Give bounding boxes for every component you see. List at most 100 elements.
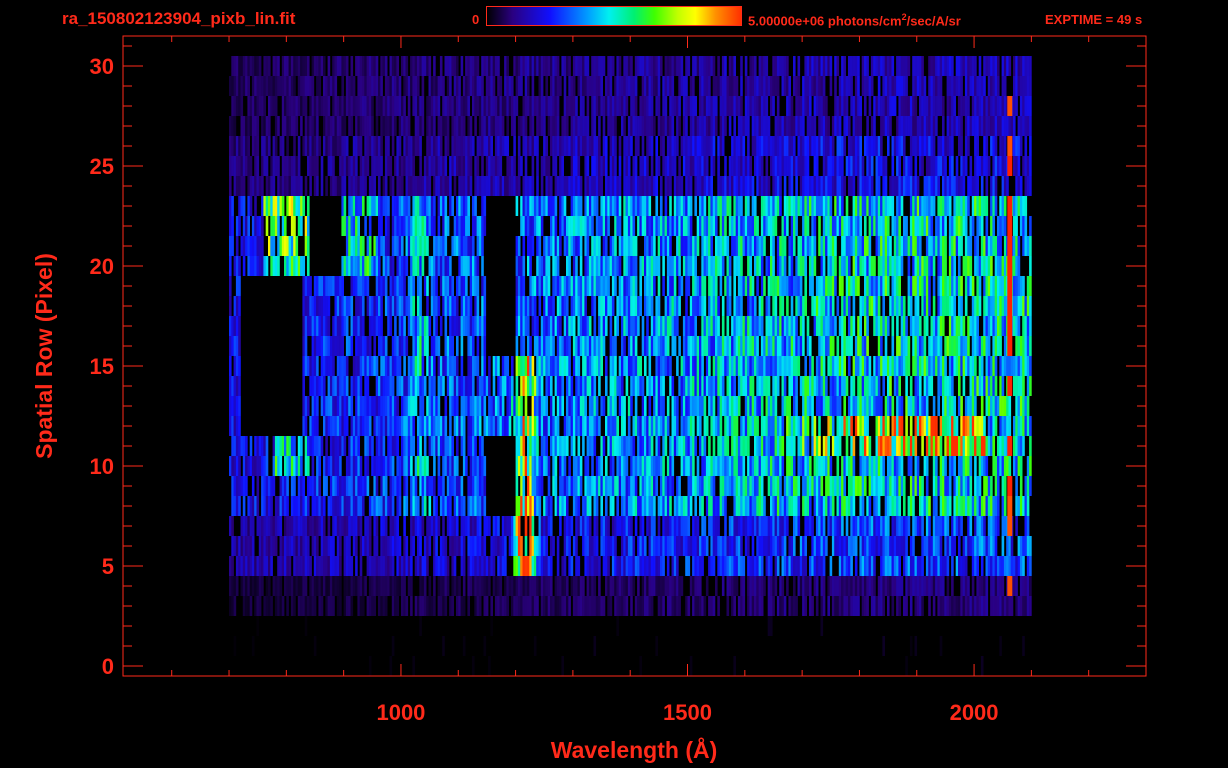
heatmap-cell — [593, 316, 597, 336]
heatmap-cell — [728, 556, 732, 576]
heatmap-cell — [579, 376, 583, 396]
heatmap-cell — [932, 316, 936, 336]
heatmap-cell — [494, 596, 498, 616]
heatmap-cell — [600, 396, 603, 416]
heatmap-cell — [561, 296, 564, 316]
heatmap-cell — [368, 516, 372, 536]
heatmap-cell — [543, 356, 546, 376]
heatmap-cell — [971, 416, 975, 436]
heatmap-cell — [345, 476, 349, 496]
heatmap-cell — [501, 376, 505, 396]
heatmap-cell — [898, 456, 901, 476]
heatmap-cell — [336, 376, 340, 396]
heatmap-cell — [504, 356, 507, 376]
heatmap-cell — [893, 456, 897, 476]
heatmap-cell — [391, 456, 395, 476]
heatmap-cell — [754, 516, 757, 536]
heatmap-cell — [444, 596, 448, 616]
heatmap-cell — [891, 456, 895, 476]
heatmap-cell — [311, 536, 315, 556]
heatmap-cell — [494, 396, 498, 416]
heatmap-cell — [740, 476, 743, 496]
heatmap-cell — [405, 496, 409, 516]
heatmap-cell — [401, 376, 404, 396]
heatmap-cell — [742, 436, 746, 456]
heatmap-cell — [421, 316, 425, 336]
heatmap-cell — [735, 256, 739, 276]
heatmap-cell — [300, 456, 303, 476]
heatmap-cell — [593, 516, 597, 536]
heatmap-cell — [412, 276, 415, 296]
heatmap-cell — [451, 356, 454, 376]
heatmap-cell — [724, 496, 727, 516]
heatmap-cell — [726, 536, 730, 556]
heatmap-cell — [401, 596, 404, 616]
heatmap-cell — [531, 436, 535, 456]
heatmap-cell — [985, 336, 989, 356]
heatmap-cell — [763, 576, 766, 596]
heatmap-cell — [554, 436, 558, 456]
heatmap-cell — [797, 336, 801, 356]
heatmap-cell — [682, 496, 686, 516]
heatmap-cell — [776, 356, 780, 376]
heatmap-cell — [577, 316, 581, 336]
heatmap-cell — [600, 336, 603, 356]
heatmap-cell — [550, 356, 553, 376]
heatmap-cell — [403, 536, 406, 556]
heatmap-cell — [873, 276, 876, 296]
heatmap-cell — [566, 576, 569, 596]
heatmap-cell — [781, 276, 785, 296]
heatmap-cell — [531, 476, 535, 496]
heatmap-cell — [712, 556, 716, 576]
heatmap-cell — [770, 336, 773, 356]
heatmap-cell — [662, 476, 665, 496]
heatmap-cell — [997, 276, 1000, 296]
heatmap-cell — [754, 416, 757, 436]
heatmap-cell — [325, 416, 328, 436]
heatmap-cell — [517, 256, 521, 276]
heatmap-cell — [983, 576, 986, 596]
heatmap-cell — [889, 476, 892, 496]
heatmap-cell — [444, 356, 448, 376]
heatmap-cell — [368, 596, 372, 616]
heatmap-cell — [955, 356, 959, 376]
heatmap-cell — [721, 476, 725, 496]
heatmap-cell — [290, 476, 294, 496]
heatmap-cell — [925, 436, 929, 456]
heatmap-cell — [893, 496, 897, 516]
heatmap-cell — [802, 576, 805, 596]
heatmap-cell — [962, 336, 966, 356]
heatmap-cell — [914, 556, 918, 576]
heatmap-cell — [329, 576, 333, 596]
heatmap-cell — [758, 296, 762, 316]
heatmap-cell — [662, 336, 665, 356]
heatmap-cell — [692, 276, 695, 296]
heatmap-cell — [850, 336, 853, 356]
heatmap-cell — [715, 276, 718, 296]
heatmap-cell — [437, 436, 441, 456]
heatmap-cell — [687, 336, 691, 356]
heatmap-cell — [912, 276, 915, 296]
heatmap-cell — [928, 436, 931, 456]
heatmap-cell — [760, 596, 764, 616]
heatmap-cell — [687, 556, 691, 576]
heatmap-cell — [284, 516, 287, 536]
heatmap-cell — [905, 316, 908, 336]
heatmap-cell — [925, 456, 929, 476]
heatmap-cell — [261, 576, 264, 596]
heatmap-cell — [866, 456, 869, 476]
heatmap-cell — [261, 516, 264, 536]
heatmap-cell — [559, 456, 562, 476]
heatmap-cell — [696, 456, 700, 476]
heatmap-cell — [660, 456, 663, 476]
colorbar-max-superscript: 2 — [901, 12, 907, 22]
heatmap-cell — [728, 356, 732, 376]
heatmap-cell — [703, 276, 707, 296]
heatmap-cell — [462, 576, 466, 596]
heatmap-cell — [692, 256, 695, 276]
heatmap-cell — [352, 436, 356, 456]
heatmap-cell — [382, 576, 386, 596]
heatmap-cell — [598, 256, 601, 276]
heatmap-cell — [685, 276, 688, 296]
heatmap-cell — [907, 296, 911, 316]
